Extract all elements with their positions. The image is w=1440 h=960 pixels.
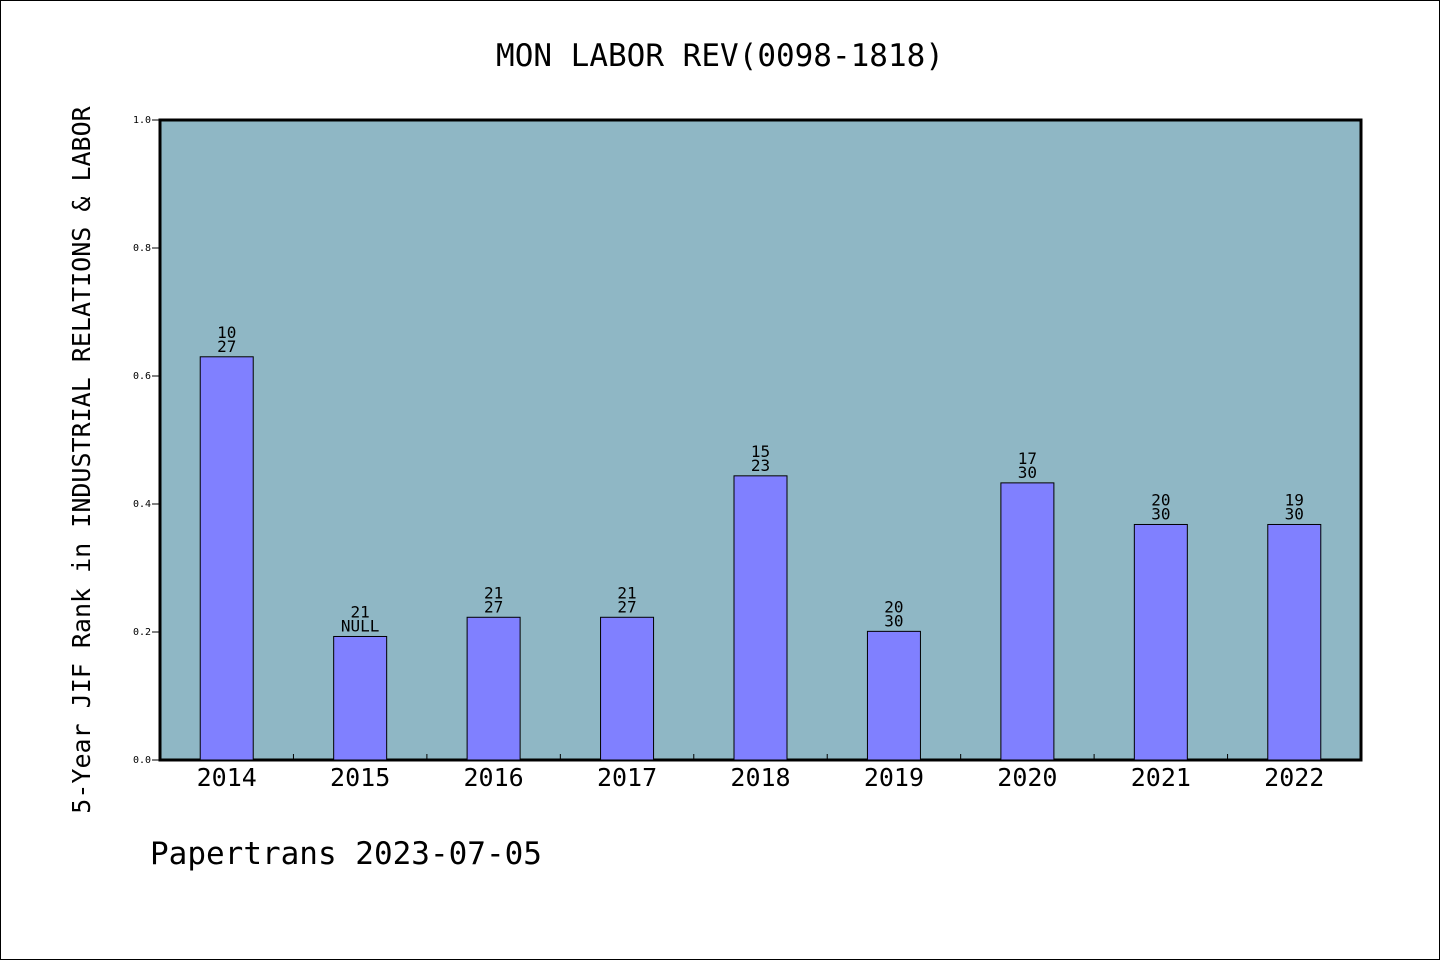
bar-label-top-2019: 20 [884, 597, 903, 616]
bar-label-bottom-2016: 27 [484, 597, 503, 616]
bar-label-top-2015: 21 [351, 602, 370, 621]
bar-2018 [733, 475, 788, 761]
bar-label-top-2016: 21 [484, 583, 503, 602]
bar-label-top-2021: 20 [1151, 490, 1170, 509]
bar-label-bottom-2020: 30 [1018, 463, 1037, 482]
bar-2016 [466, 616, 521, 761]
bar-label-bottom-2022: 30 [1285, 504, 1304, 523]
y-axis-label: 5-Year JIF Rank in INDUSTRIAL RELATIONS … [67, 105, 96, 813]
bar-label-top-2014: 10 [217, 323, 236, 342]
bar-2022 [1267, 523, 1322, 761]
bar-2019 [866, 630, 921, 761]
x-tick-label-2019: 2019 [864, 763, 924, 792]
x-tick-label-2021: 2021 [1131, 763, 1191, 792]
bar-label-bottom-2017: 27 [617, 597, 636, 616]
bar-2014 [199, 356, 254, 761]
y-tick-label-0.8: 0.8 [133, 243, 151, 254]
bar-label-bottom-2018: 23 [751, 456, 770, 475]
y-tick-label-0.6: 0.6 [133, 371, 151, 382]
y-tick-label-0.2: 0.2 [133, 627, 151, 638]
bar-2021 [1133, 523, 1188, 761]
x-tick-label-2017: 2017 [597, 763, 657, 792]
x-tick-label-2015: 2015 [330, 763, 390, 792]
x-tick-label-2016: 2016 [464, 763, 524, 792]
y-tick-label-1.0: 1.0 [133, 115, 151, 126]
x-tick-label-2022: 2022 [1264, 763, 1324, 792]
footer-credit: Papertrans 2023-07-05 [150, 836, 542, 872]
bar-2020 [1000, 482, 1055, 761]
bar-label-top-2018: 15 [751, 442, 770, 461]
bar-label-bottom-2021: 30 [1151, 504, 1170, 523]
bar-label-top-2022: 19 [1285, 490, 1304, 509]
bar-label-top-2020: 17 [1018, 449, 1037, 468]
bar-label-top-2017: 21 [617, 583, 636, 602]
y-tick-label-0.4: 0.4 [133, 499, 151, 510]
x-tick-label-2018: 2018 [730, 763, 790, 792]
y-tick-label-0.0: 0.0 [133, 755, 151, 766]
x-tick-label-2020: 2020 [997, 763, 1057, 792]
chart-title: MON LABOR REV(0098-1818) [496, 38, 944, 74]
bar-label-bottom-2014: 27 [217, 337, 236, 356]
bar-2017 [600, 616, 655, 761]
bar-label-bottom-2019: 30 [884, 611, 903, 630]
x-tick-label-2014: 2014 [197, 763, 257, 792]
bar-label-bottom-2015: NULL [341, 616, 380, 635]
bar-2015 [333, 635, 388, 761]
